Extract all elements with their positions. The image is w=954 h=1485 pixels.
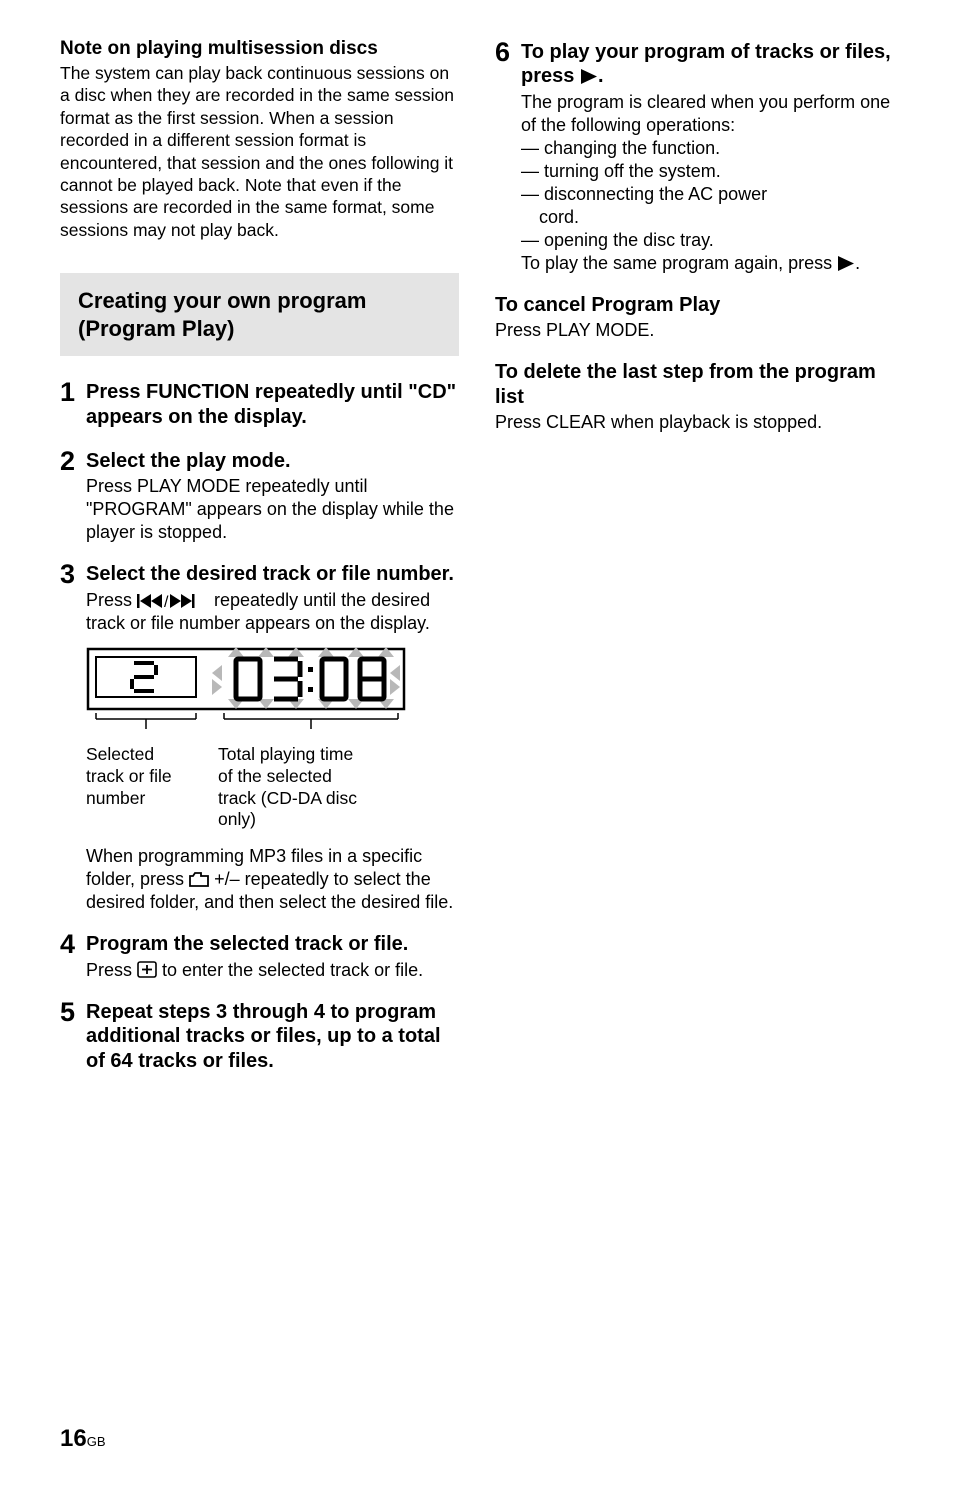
left-column: Note on playing multisession discs The s… (60, 38, 459, 1091)
page-number: 16GB (60, 1425, 106, 1453)
step-1: 1 Press FUNCTION repeatedly until "CD" a… (60, 378, 459, 431)
step-body: Select the play mode. Press PLAY MODE re… (86, 447, 459, 544)
right-column: 6 To play your program of tracks or file… (495, 38, 894, 1091)
text-pre: Press (86, 960, 137, 980)
step-body: Repeat steps 3 through 4 to program addi… (86, 998, 459, 1075)
label-right: Total playing time of the selected track… (218, 744, 357, 832)
step-body: Select the desired track or file number.… (86, 560, 459, 914)
step-text: Press / repeatedly until the desired tra… (86, 589, 459, 635)
step-head: Press FUNCTION repeatedly until "CD" app… (86, 380, 459, 429)
step-number: 5 (60, 998, 86, 1075)
step-number: 4 (60, 930, 86, 981)
step-number: 2 (60, 447, 86, 544)
label-line: track or file (86, 766, 172, 786)
list-item: — opening the disc tray. (521, 229, 894, 252)
play-icon (837, 256, 855, 271)
step-number: 6 (495, 38, 521, 275)
section-heading-box: Creating your own program (Program Play) (60, 273, 459, 356)
list-item: — turning off the system. (521, 160, 894, 183)
display-labels: Selected track or file number Total play… (86, 744, 459, 832)
step-6: 6 To play your program of tracks or file… (495, 38, 894, 275)
play-icon (580, 69, 598, 84)
label-line: only) (218, 809, 256, 829)
mp3-note: When programming MP3 files in a specific… (86, 845, 459, 914)
two-column-layout: Note on playing multisession discs The s… (60, 38, 894, 1091)
step-body: Press FUNCTION repeatedly until "CD" app… (86, 378, 459, 431)
folder-icon (189, 872, 209, 887)
section-heading-line1: Creating your own program (78, 287, 443, 315)
list-item: — disconnecting the AC power (521, 183, 894, 206)
label-line: Selected (86, 744, 154, 764)
text-post: to enter the selected track or file. (157, 960, 423, 980)
page-number-suffix: GB (87, 1434, 106, 1449)
step-text: To play the same program again, press . (521, 252, 894, 275)
step-2: 2 Select the play mode. Press PLAY MODE … (60, 447, 459, 544)
step-head: Select the desired track or file number. (86, 562, 459, 586)
label-line: of the selected (218, 766, 332, 786)
step-body: Program the selected track or file. Pres… (86, 930, 459, 981)
note-title: Note on playing multisession discs (60, 38, 459, 60)
label-line: Total playing time (218, 744, 353, 764)
head-post: . (598, 65, 604, 87)
enter-button-icon (137, 961, 157, 978)
step-3: 3 Select the desired track or file numbe… (60, 560, 459, 914)
step-text: Press to enter the selected track or fil… (86, 959, 459, 982)
step-number: 3 (60, 560, 86, 914)
section-heading-line2: (Program Play) (78, 315, 443, 343)
cancel-text: Press PLAY MODE. (495, 319, 894, 342)
step-4: 4 Program the selected track or file. Pr… (60, 930, 459, 981)
step-number: 1 (60, 378, 86, 431)
delete-heading: To delete the last step from the program… (495, 360, 894, 409)
list-item-cont: cord. (521, 206, 894, 229)
label-left: Selected track or file number (86, 744, 218, 832)
label-line: number (86, 788, 145, 808)
step-text: Press PLAY MODE repeatedly until "PROGRA… (86, 475, 459, 544)
delete-text: Press CLEAR when playback is stopped. (495, 411, 894, 434)
text-pre: To play the same program again, press (521, 253, 837, 273)
step-head: Select the play mode. (86, 449, 459, 473)
prev-next-icon: / (137, 594, 209, 608)
note-body: The system can play back continuous sess… (60, 62, 459, 241)
text-pre: Press (86, 590, 137, 610)
label-line: track (CD-DA disc (218, 788, 357, 808)
cancel-heading: To cancel Program Play (495, 293, 894, 317)
page-number-main: 16 (60, 1425, 87, 1452)
lcd-display-diagram (86, 643, 406, 733)
step-head: Program the selected track or file. (86, 932, 459, 956)
step-text: The program is cleared when you perform … (521, 91, 894, 137)
svg-text:/: / (164, 594, 169, 608)
text-post: . (855, 253, 860, 273)
step-5: 5 Repeat steps 3 through 4 to program ad… (60, 998, 459, 1075)
list-item: — changing the function. (521, 137, 894, 160)
step-body: To play your program of tracks or files,… (521, 38, 894, 275)
step-head: Repeat steps 3 through 4 to program addi… (86, 1000, 459, 1073)
step-head: To play your program of tracks or files,… (521, 40, 894, 89)
head-pre: To play your program of tracks or files,… (521, 41, 891, 87)
